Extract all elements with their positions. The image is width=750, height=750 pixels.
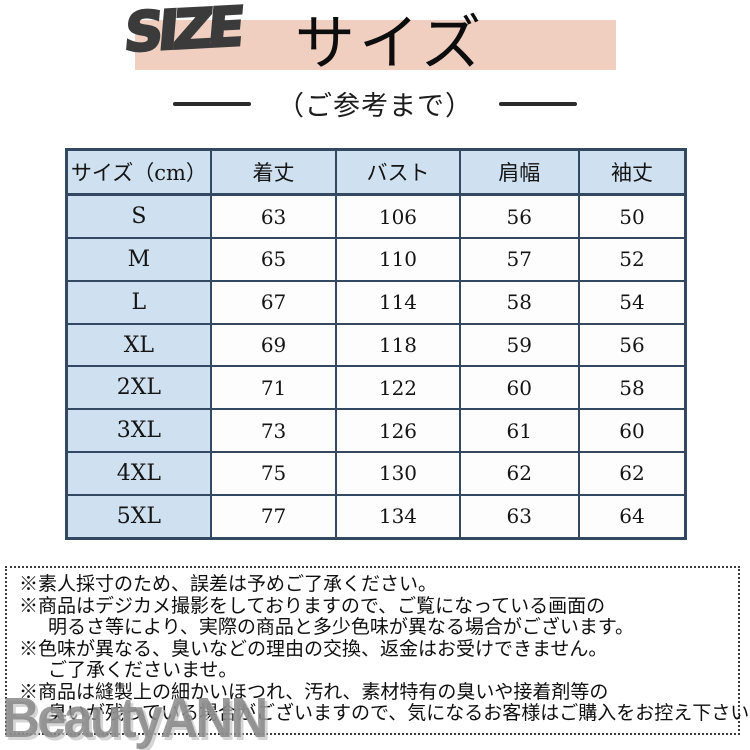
size-label-cell: S	[65, 193, 212, 240]
measurement-cell: 77	[209, 493, 338, 540]
note-line: 明るさ等により、実際の商品と多少色味が異なる場合がございます。	[48, 617, 634, 638]
measurement-cell: 62	[578, 451, 687, 496]
measurement-cell: 106	[335, 193, 461, 240]
note-line: 臭いが残っている場合がございますので、気になるお客様はご購入をお控え下さい。	[48, 703, 750, 724]
measurement-cell: 59	[458, 322, 581, 368]
measurement-cell: 52	[578, 237, 687, 282]
size-label-cell: 4XL	[65, 451, 212, 496]
page-title: サイズ	[294, 9, 486, 79]
measurement-cell: 114	[335, 279, 461, 325]
note-line: ※色味が異なる、臭いなどの理由の交換、返金はお受けできません。	[19, 638, 608, 660]
note-line: ※商品は縫製上の細かいほつれ、汚れ、素材特有の臭いや接着剤等の	[19, 681, 609, 703]
notes-box: ※素人採寸のため、誤差は予めご了承ください。 ※商品はデジカメ撮影をしておりますの…	[5, 566, 750, 735]
measurement-cell: 65	[209, 237, 338, 282]
measurement-cell: 56	[458, 193, 581, 240]
table-row: 5XL 77 134 63 64	[65, 493, 687, 540]
column-header: 着丈	[209, 148, 338, 196]
measurement-cell: 122	[335, 365, 461, 411]
table-row: 2XL 71 122 60 58	[65, 365, 687, 411]
note-line: ※素人採寸のため、誤差は予めご了承ください。	[19, 574, 438, 595]
size-label-cell: XL	[65, 322, 212, 368]
left-dash	[173, 101, 251, 106]
size-label-cell: L	[65, 279, 212, 325]
watermark: BeautyANN	[2, 686, 268, 750]
column-header: サイズ（cm）	[65, 148, 212, 196]
measurement-cell: 110	[335, 237, 461, 282]
measurement-cell: 63	[458, 493, 581, 540]
column-header: 肩幅	[458, 148, 581, 196]
measurement-cell: 60	[578, 408, 687, 454]
title-banner	[135, 20, 616, 70]
subtitle: （ご参考まで）	[277, 91, 473, 122]
size-label-cell: 2XL	[65, 365, 212, 411]
column-header: バスト	[335, 148, 461, 196]
measurement-cell: 54	[578, 279, 687, 325]
measurement-cell: 118	[335, 322, 461, 368]
note-line: ご了承くださいませ。	[48, 660, 238, 681]
table-row: S 63 106 56 50	[65, 193, 687, 240]
table-row: M 65 110 57 52	[65, 237, 687, 282]
size-label-cell: 5XL	[65, 493, 212, 540]
right-dash	[499, 101, 577, 106]
measurement-cell: 57	[458, 237, 581, 282]
table-row: L 67 114 58 54	[65, 279, 687, 325]
measurement-cell: 56	[578, 322, 687, 368]
measurement-cell: 75	[209, 451, 338, 496]
measurement-cell: 58	[458, 279, 581, 325]
measurement-cell: 62	[458, 451, 581, 496]
measurement-cell: 69	[209, 322, 338, 368]
table-row: XL 69 118 59 56	[65, 322, 687, 368]
measurement-cell: 58	[578, 365, 687, 411]
size-table: サイズ（cm） 着丈 バスト 肩幅 袖丈 S 63 106 56 50 M 65 110 57 52 L 67…	[65, 148, 687, 540]
measurement-cell: 64	[578, 493, 687, 540]
table-header-row: サイズ（cm） 着丈 バスト 肩幅 袖丈	[65, 148, 687, 196]
measurement-cell: 61	[458, 408, 581, 454]
measurement-cell: 63	[209, 193, 338, 240]
size-label-cell: M	[65, 237, 212, 282]
size-label-cell: 3XL	[65, 408, 212, 454]
measurement-cell: 134	[335, 493, 461, 540]
measurement-cell: 130	[335, 451, 461, 496]
measurement-cell: 50	[578, 193, 687, 240]
measurement-cell: 126	[335, 408, 461, 454]
measurement-cell: 60	[458, 365, 581, 411]
measurement-cell: 67	[209, 279, 338, 325]
subtitle-row: （ご参考まで）	[0, 84, 750, 123]
table-row: 3XL 73 126 61 60	[65, 408, 687, 454]
measurement-cell: 71	[209, 365, 338, 411]
column-header: 袖丈	[578, 148, 687, 196]
table-row: 4XL 75 130 62 62	[65, 451, 687, 496]
note-line: ※商品はデジカメ撮影をしておりますので、ご覧になっている画面の	[19, 595, 606, 617]
measurement-cell: 73	[209, 408, 338, 454]
